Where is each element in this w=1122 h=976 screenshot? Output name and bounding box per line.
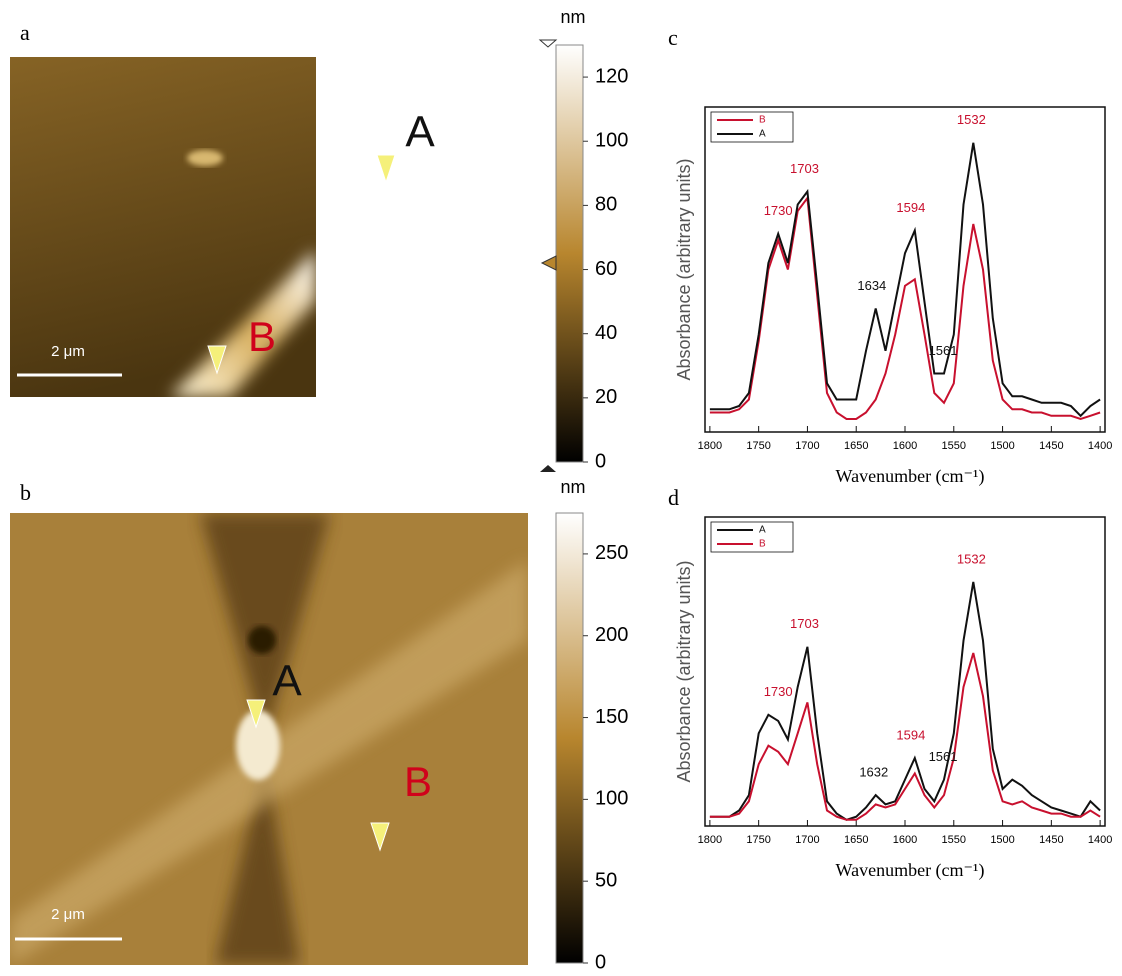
peak-label: 1730 [764,684,793,699]
colorbar-tick-label: 60 [595,258,617,280]
x-tick-label: 1600 [893,834,917,846]
scale-bar-label: 2 μm [51,906,85,923]
colorbar-unit: nm [560,477,585,497]
spectrum-line [710,582,1100,820]
peak-label: 1532 [957,551,986,566]
panel-label: c [668,25,678,50]
peak-label: 1594 [896,727,925,742]
colorbar-tick-label: 50 [595,869,617,891]
scale-bar-label: 2 μm [51,343,85,360]
x-tick-label: 1450 [1039,440,1063,452]
x-tick-label: 1750 [746,440,770,452]
colorbar-unit: nm [560,7,585,27]
colorbar-tick-label: 200 [595,624,628,646]
panel-label: d [668,485,679,510]
feature-label: B [404,758,432,805]
peak-label: 1703 [790,616,819,631]
x-tick-label: 1550 [942,440,966,452]
legend-box [711,112,793,142]
colorbar-b [556,513,583,963]
y-axis-label: Absorbance (arbitrary units) [674,158,694,380]
colorbar-tick-label: 100 [595,788,628,810]
legend-label: A [759,129,766,140]
peak-label: 1634 [857,278,886,293]
colorbar-tick-label: 100 [595,130,628,152]
x-tick-label: 1550 [942,834,966,846]
peak-label: 1594 [896,200,925,215]
legend-label: A [759,525,766,536]
feature-label: A [272,657,302,706]
x-tick-label: 1600 [893,440,917,452]
x-tick-label: 1400 [1088,440,1112,452]
colorbar-tick-label: 150 [595,706,628,728]
x-axis-label: Wavenumber (cm⁻¹) [836,466,985,487]
x-tick-label: 1800 [698,440,722,452]
x-tick-label: 1650 [844,834,868,846]
legend-label: B [759,539,766,550]
legend-box [711,522,793,552]
colorbar-tick-label: 20 [595,386,617,408]
plot-frame [705,107,1105,432]
peak-label: 1561 [929,749,958,764]
figure: aAB2 μmnm020406080100120bAB2 μmnm0501001… [0,0,1122,976]
y-axis-label: Absorbance (arbitrary units) [674,560,694,782]
colorbar-a [540,40,583,472]
x-tick-label: 1700 [795,440,819,452]
x-tick-label: 1500 [990,834,1014,846]
peak-label: 1532 [957,112,986,127]
colorbar-tick-label: 80 [595,194,617,216]
peak-label: 1561 [929,343,958,358]
x-tick-label: 1500 [990,440,1014,452]
spectrum-line [710,143,1100,416]
colorbar-tick-label: 250 [595,542,628,564]
x-axis-label: Wavenumber (cm⁻¹) [836,860,985,881]
panel-label: b [20,480,31,505]
x-tick-label: 1650 [844,440,868,452]
colorbar-tick-label: 0 [595,450,606,472]
peak-label: 1730 [764,203,793,218]
feature-label: A [405,108,435,157]
x-tick-label: 1400 [1088,834,1112,846]
x-tick-label: 1700 [795,834,819,846]
panel-label: a [20,20,30,45]
colorbar-tick-label: 0 [595,951,606,973]
x-tick-label: 1750 [746,834,770,846]
peak-label: 1703 [790,161,819,176]
feature-label: B [248,313,276,360]
colorbar-tick-label: 40 [595,322,617,344]
spectrum-line [710,198,1100,419]
legend-label: B [759,115,766,126]
x-tick-label: 1800 [698,834,722,846]
afm-image-b [10,513,528,965]
colorbar-tick-label: 120 [595,65,628,87]
peak-label: 1632 [859,765,888,780]
x-tick-label: 1450 [1039,834,1063,846]
